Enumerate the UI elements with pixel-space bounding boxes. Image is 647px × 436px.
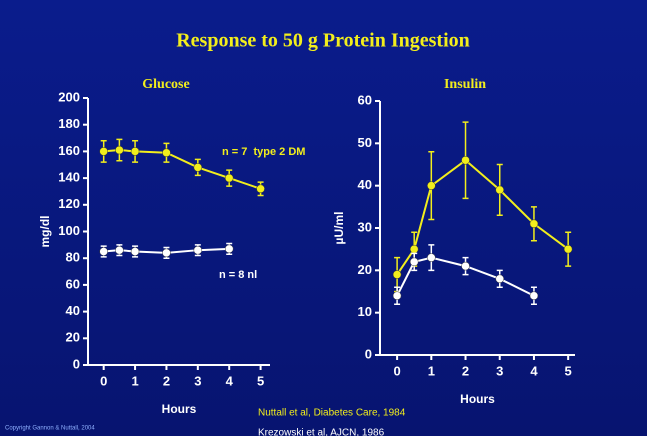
x-tick-label: 3 [496, 363, 503, 378]
y-tick-label: 140 [58, 170, 80, 185]
data-point [427, 253, 436, 262]
slide-title: Response to 50 g Protein Ingestion [176, 30, 470, 52]
y-tick-label: 200 [58, 89, 80, 104]
data-point [392, 270, 402, 279]
y-tick-label: 180 [58, 116, 80, 131]
data-point [130, 247, 140, 256]
x-tick-label: 5 [257, 373, 264, 388]
series-label: n = 8 nl [219, 269, 257, 281]
data-point [563, 244, 573, 254]
y-tick-label: 20 [358, 262, 372, 277]
x-tick-label: 3 [194, 373, 201, 388]
y-tick-label: 60 [358, 92, 372, 107]
y-tick-label: 0 [365, 346, 372, 361]
x-tick-label: 1 [428, 363, 435, 378]
x-axis-label: Hours [460, 392, 495, 406]
chart-title: Glucose [142, 77, 189, 92]
y-tick-label: 80 [66, 250, 80, 265]
data-point [529, 291, 539, 300]
x-tick-label: 0 [393, 363, 400, 378]
y-tick-label: 100 [58, 223, 80, 238]
data-point [115, 145, 124, 155]
x-tick-label: 2 [462, 363, 469, 378]
y-tick-label: 20 [66, 330, 80, 345]
data-point [409, 244, 419, 254]
y-tick-label: 160 [58, 143, 80, 158]
y-tick-label: 10 [358, 304, 372, 319]
reference: Krezowski et al, AJCN, 1986 [258, 428, 385, 436]
series-label: n = 7 type 2 DM [222, 146, 305, 158]
chart-title: Insulin [444, 77, 486, 92]
reference: Nuttall et al, Diabetes Care, 1984 [258, 408, 406, 419]
data-point [461, 156, 470, 165]
copyright: Copyright Gannon & Nuttall, 2004 [5, 426, 95, 432]
data-point [392, 291, 402, 300]
data-point [162, 148, 171, 157]
y-tick-label: 120 [58, 196, 80, 211]
x-tick-label: 2 [163, 373, 170, 388]
data-point [409, 257, 419, 267]
y-tick-label: 40 [66, 303, 80, 318]
data-point [99, 147, 108, 156]
x-tick-label: 4 [530, 363, 538, 378]
data-point [99, 247, 108, 256]
x-tick-label: 0 [100, 373, 107, 388]
y-tick-label: 30 [358, 219, 372, 234]
data-point [256, 184, 265, 194]
y-tick-label: 0 [73, 356, 80, 371]
data-point [495, 185, 504, 195]
y-tick-label: 50 [358, 135, 372, 150]
y-axis-label: mg/dl [38, 216, 52, 248]
data-point [427, 181, 436, 190]
data-point [495, 274, 504, 284]
data-point [193, 245, 203, 255]
x-tick-label: 5 [565, 363, 572, 378]
y-axis-label: µU/ml [332, 212, 346, 245]
y-tick-label: 40 [358, 177, 372, 192]
data-point [162, 248, 171, 258]
x-tick-label: 1 [131, 373, 138, 388]
data-point [224, 244, 234, 254]
data-point [461, 261, 470, 271]
data-point [224, 173, 234, 183]
data-point [529, 219, 539, 229]
x-tick-label: 4 [226, 373, 234, 388]
series-line [396, 256, 535, 297]
data-point [130, 147, 140, 156]
x-axis-label: Hours [162, 402, 197, 416]
y-tick-label: 60 [66, 276, 80, 291]
data-point [115, 245, 124, 255]
data-point [193, 163, 203, 172]
